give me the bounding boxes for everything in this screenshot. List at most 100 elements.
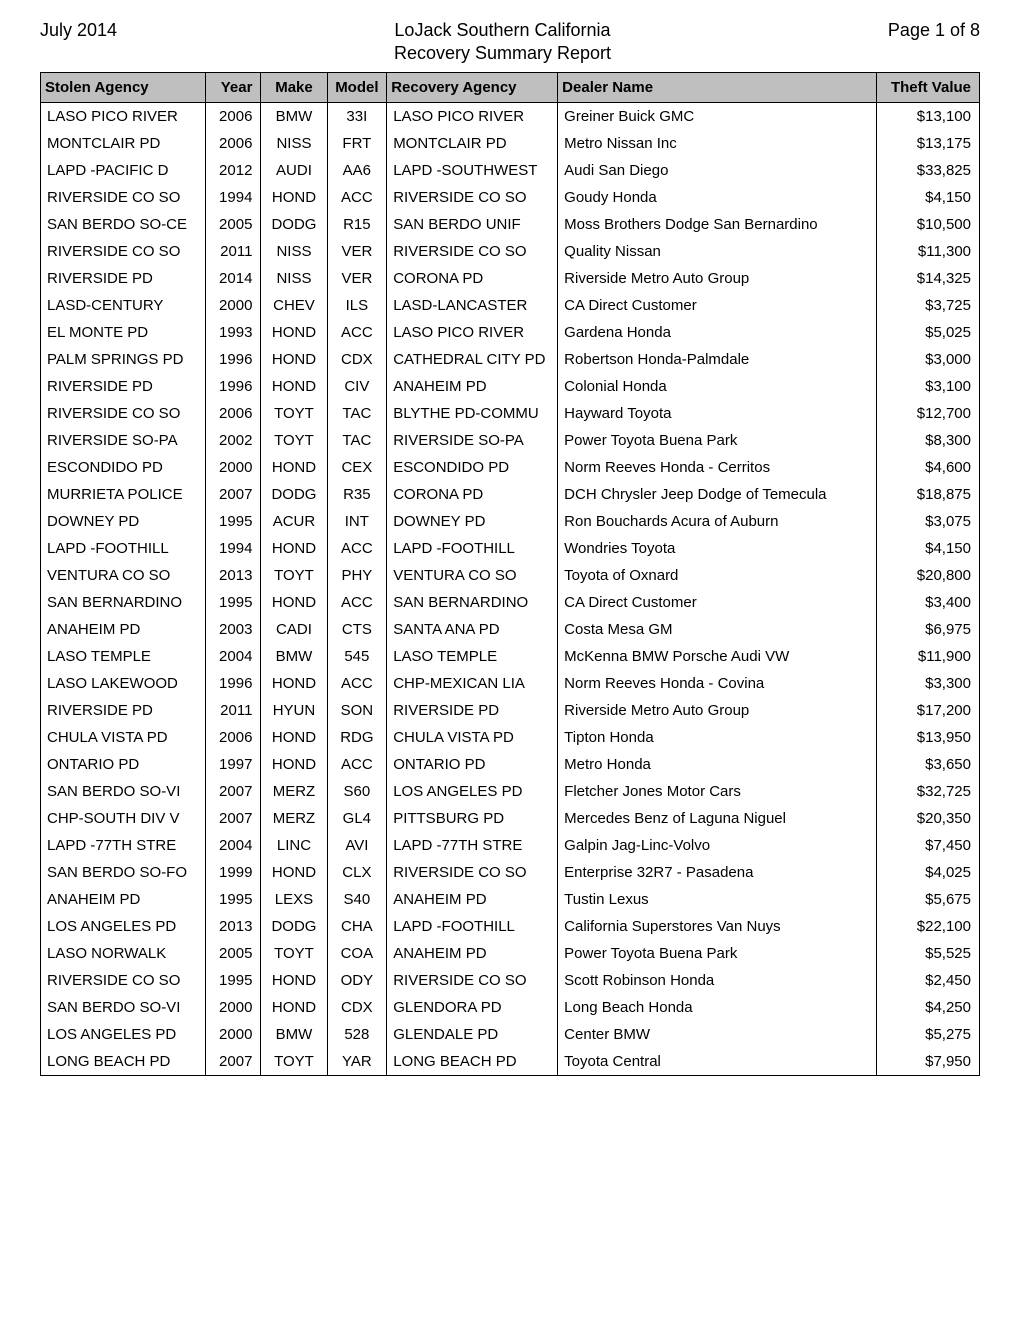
- table-cell: CATHEDRAL CITY PD: [387, 346, 558, 373]
- table-cell: $3,300: [877, 670, 980, 697]
- table-cell: 2011: [206, 697, 261, 724]
- table-cell: CHEV: [261, 292, 327, 319]
- table-row: RIVERSIDE CO SO1995HONDODYRIVERSIDE CO S…: [41, 967, 980, 994]
- table-cell: 545: [327, 643, 387, 670]
- title-block: LoJack Southern California Recovery Summ…: [117, 20, 888, 64]
- table-cell: Robertson Honda-Palmdale: [558, 346, 877, 373]
- table-cell: VENTURA CO SO: [41, 562, 206, 589]
- table-cell: AUDI: [261, 157, 327, 184]
- table-cell: ONTARIO PD: [41, 751, 206, 778]
- table-cell: $20,350: [877, 805, 980, 832]
- table-cell: 1994: [206, 535, 261, 562]
- table-cell: $3,100: [877, 373, 980, 400]
- table-cell: TAC: [327, 400, 387, 427]
- table-cell: BMW: [261, 1021, 327, 1048]
- table-cell: LAPD -FOOTHILL: [41, 535, 206, 562]
- table-cell: ESCONDIDO PD: [41, 454, 206, 481]
- table-cell: HOND: [261, 967, 327, 994]
- table-cell: SAN BERDO UNIF: [387, 211, 558, 238]
- table-cell: HOND: [261, 319, 327, 346]
- table-cell: NISS: [261, 238, 327, 265]
- table-cell: ANAHEIM PD: [387, 940, 558, 967]
- table-cell: HOND: [261, 589, 327, 616]
- table-cell: $3,650: [877, 751, 980, 778]
- table-cell: MURRIETA POLICE: [41, 481, 206, 508]
- table-row: MONTCLAIR PD2006NISSFRTMONTCLAIR PDMetro…: [41, 130, 980, 157]
- table-cell: RIVERSIDE PD: [41, 697, 206, 724]
- table-cell: Long Beach Honda: [558, 994, 877, 1021]
- table-cell: MONTCLAIR PD: [387, 130, 558, 157]
- table-cell: 2005: [206, 211, 261, 238]
- table-cell: CORONA PD: [387, 265, 558, 292]
- table-cell: 2013: [206, 562, 261, 589]
- table-cell: CA Direct Customer: [558, 292, 877, 319]
- table-cell: LASD-CENTURY: [41, 292, 206, 319]
- table-cell: ACC: [327, 670, 387, 697]
- table-cell: Colonial Honda: [558, 373, 877, 400]
- table-cell: Costa Mesa GM: [558, 616, 877, 643]
- table-cell: $13,950: [877, 724, 980, 751]
- table-cell: $18,875: [877, 481, 980, 508]
- table-cell: CHULA VISTA PD: [41, 724, 206, 751]
- table-cell: Moss Brothers Dodge San Bernardino: [558, 211, 877, 238]
- table-row: ANAHEIM PD2003CADICTSSANTA ANA PDCosta M…: [41, 616, 980, 643]
- table-cell: RIVERSIDE PD: [41, 373, 206, 400]
- table-row: DOWNEY PD1995ACURINTDOWNEY PDRon Bouchar…: [41, 508, 980, 535]
- table-cell: Center BMW: [558, 1021, 877, 1048]
- table-cell: 2006: [206, 724, 261, 751]
- table-cell: RIVERSIDE CO SO: [387, 859, 558, 886]
- table-cell: SAN BERDO SO-FO: [41, 859, 206, 886]
- table-cell: ACC: [327, 319, 387, 346]
- table-cell: 2011: [206, 238, 261, 265]
- table-cell: $14,325: [877, 265, 980, 292]
- table-cell: Hayward Toyota: [558, 400, 877, 427]
- table-row: RIVERSIDE PD2011HYUNSONRIVERSIDE PDRiver…: [41, 697, 980, 724]
- table-cell: CA Direct Customer: [558, 589, 877, 616]
- table-cell: RIVERSIDE CO SO: [41, 400, 206, 427]
- table-cell: Power Toyota Buena Park: [558, 427, 877, 454]
- table-cell: Enterprise 32R7 - Pasadena: [558, 859, 877, 886]
- table-cell: LOS ANGELES PD: [41, 913, 206, 940]
- table-cell: RDG: [327, 724, 387, 751]
- table-cell: LEXS: [261, 886, 327, 913]
- table-cell: $3,725: [877, 292, 980, 319]
- table-row: VENTURA CO SO2013TOYTPHYVENTURA CO SOToy…: [41, 562, 980, 589]
- table-cell: $4,150: [877, 184, 980, 211]
- table-cell: LINC: [261, 832, 327, 859]
- table-cell: Tustin Lexus: [558, 886, 877, 913]
- table-cell: GLENDALE PD: [387, 1021, 558, 1048]
- table-cell: RIVERSIDE CO SO: [41, 967, 206, 994]
- table-cell: LAPD -77TH STRE: [41, 832, 206, 859]
- table-cell: 2006: [206, 103, 261, 131]
- table-cell: 2013: [206, 913, 261, 940]
- table-cell: ANAHEIM PD: [41, 886, 206, 913]
- table-cell: RIVERSIDE PD: [41, 265, 206, 292]
- table-cell: California Superstores Van Nuys: [558, 913, 877, 940]
- table-row: ANAHEIM PD1995LEXSS40ANAHEIM PDTustin Le…: [41, 886, 980, 913]
- table-row: SAN BERNARDINO1995HONDACCSAN BERNARDINOC…: [41, 589, 980, 616]
- table-row: LOS ANGELES PD2000BMW528GLENDALE PDCente…: [41, 1021, 980, 1048]
- table-cell: TOYT: [261, 562, 327, 589]
- table-cell: 2007: [206, 778, 261, 805]
- table-cell: LAPD -77TH STRE: [387, 832, 558, 859]
- table-cell: LONG BEACH PD: [41, 1048, 206, 1076]
- table-cell: $12,700: [877, 400, 980, 427]
- table-cell: HOND: [261, 751, 327, 778]
- table-cell: TOYT: [261, 427, 327, 454]
- table-cell: $20,800: [877, 562, 980, 589]
- table-cell: CLX: [327, 859, 387, 886]
- table-cell: 2012: [206, 157, 261, 184]
- table-cell: $4,600: [877, 454, 980, 481]
- table-cell: 2004: [206, 643, 261, 670]
- table-cell: $7,450: [877, 832, 980, 859]
- table-cell: 2000: [206, 1021, 261, 1048]
- table-cell: TOYT: [261, 1048, 327, 1076]
- table-row: ONTARIO PD1997HONDACCONTARIO PDMetro Hon…: [41, 751, 980, 778]
- table-header-row: Stolen Agency Year Make Model Recovery A…: [41, 73, 980, 103]
- table-cell: FRT: [327, 130, 387, 157]
- table-cell: SAN BERNARDINO: [41, 589, 206, 616]
- table-cell: DODG: [261, 481, 327, 508]
- table-cell: 1999: [206, 859, 261, 886]
- table-cell: HOND: [261, 724, 327, 751]
- table-cell: 1995: [206, 589, 261, 616]
